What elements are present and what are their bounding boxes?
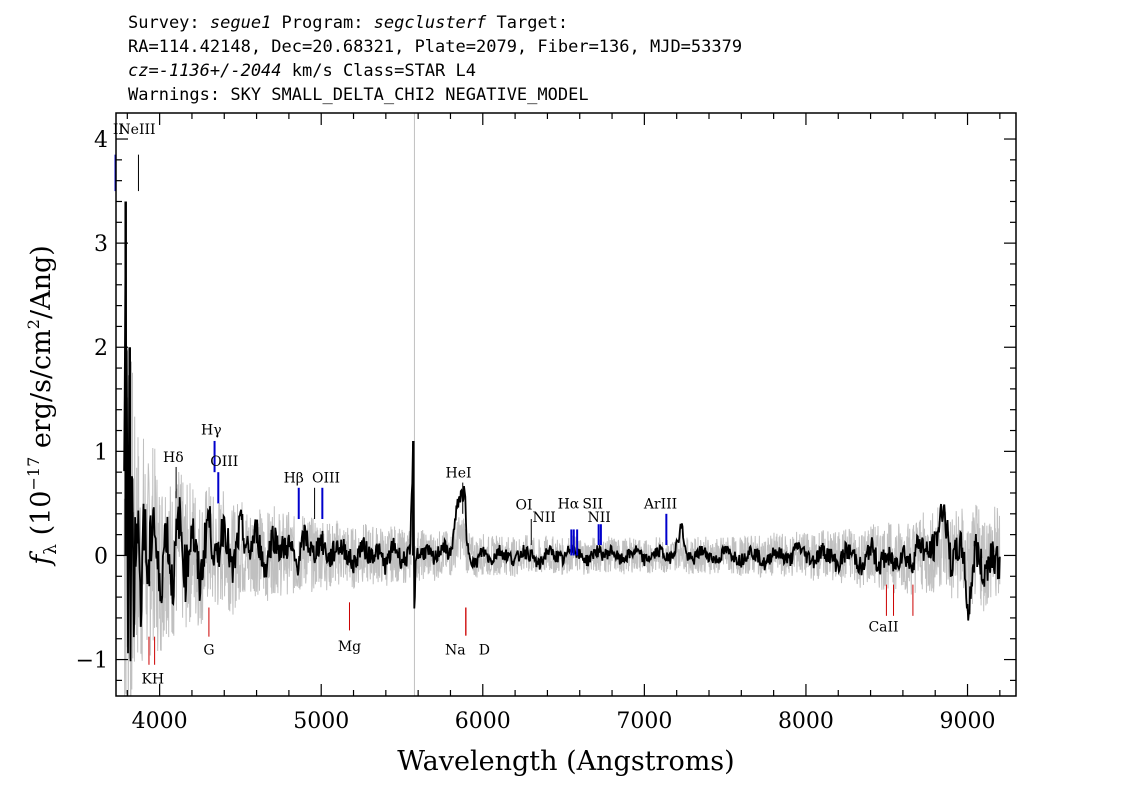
line-marker-label: NeIII xyxy=(118,122,155,138)
line-marker-label: NII xyxy=(587,510,610,526)
x-tick-label: 4000 xyxy=(132,709,188,734)
line-marker-label: Hδ xyxy=(163,450,184,466)
x-axis-title: Wavelength (Angstroms) xyxy=(397,746,734,777)
y-tick-label: 2 xyxy=(94,336,108,361)
line-marker-label: G xyxy=(203,642,214,658)
y-tick-label: 1 xyxy=(94,440,108,465)
line-marker-label: H xyxy=(152,672,164,688)
chart-header: Survey: segue1 Program: segclusterf Targ… xyxy=(128,13,742,105)
line-marker-label: OIII xyxy=(312,471,340,487)
y-tick-label: 3 xyxy=(94,232,108,257)
line-marker-label: Mg xyxy=(338,639,361,655)
y-tick-label: 4 xyxy=(94,128,108,153)
x-tick-label: 9000 xyxy=(940,709,996,734)
line-marker-label: CaII xyxy=(868,619,898,635)
line-marker-label: Hγ xyxy=(201,423,222,439)
x-tick-label: 7000 xyxy=(616,709,672,734)
y-tick-label: 0 xyxy=(94,544,108,569)
x-tick-label: 8000 xyxy=(778,709,834,734)
line-marker-label: D xyxy=(479,642,490,658)
header-line-4: Warnings: SKY SMALL_DELTA_CHI2 NEGATIVE_… xyxy=(128,85,589,105)
x-tick-label: 5000 xyxy=(293,709,349,734)
header-line-1: Survey: segue1 Program: segclusterf Targ… xyxy=(128,13,568,33)
line-marker-label: Hα xyxy=(558,497,580,513)
y-tick-label: −1 xyxy=(76,649,108,674)
line-marker-label: K xyxy=(141,672,152,688)
plot-area xyxy=(123,113,1001,696)
plot-frame xyxy=(115,112,1017,697)
line-marker-label: II xyxy=(113,122,124,138)
flux-spectrum xyxy=(123,277,1001,662)
line-marker-label: OIII xyxy=(210,454,238,470)
header-line-2: RA=114.42148, Dec=20.68321, Plate=2079, … xyxy=(128,37,742,57)
line-marker-label: ArIII xyxy=(643,497,677,513)
y-axis-title: fλ (10−17 erg/s/cm2/Ang) xyxy=(24,245,61,567)
line-marker-label: NII xyxy=(533,510,556,526)
line-marker-label: SII xyxy=(582,497,603,513)
header-line-3: cz=-1136+/-2044 km/s Class=STAR L4 xyxy=(128,61,476,81)
error-spectrum xyxy=(123,276,1001,696)
axis-tick-labels: 4000 5000 6000 7000 8000 9000 −1 0 1 2 3 4 xyxy=(76,128,996,734)
line-marker-label: HeI xyxy=(446,465,472,481)
axis-ticks xyxy=(116,113,1016,696)
line-marker-label: OI xyxy=(515,498,532,514)
x-tick-label: 6000 xyxy=(455,709,511,734)
line-marker-label: Hβ xyxy=(284,471,304,487)
line-marker-label: Na xyxy=(445,642,466,658)
